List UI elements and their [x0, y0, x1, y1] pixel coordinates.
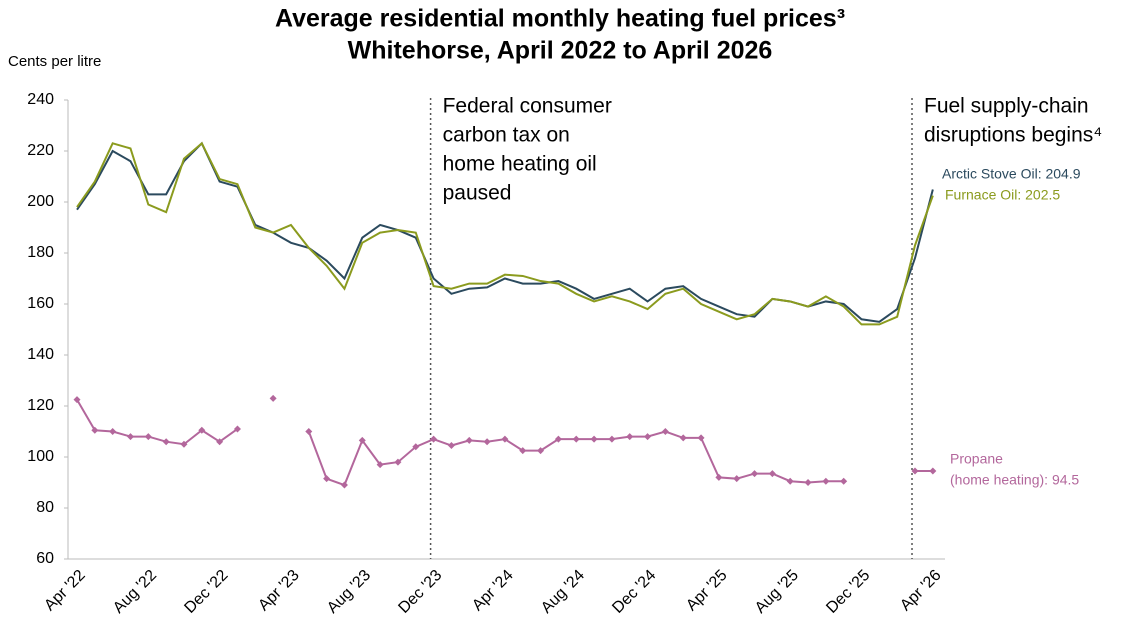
marker	[929, 467, 937, 475]
marker	[126, 433, 134, 441]
x-tick-label: Apr '25	[683, 567, 731, 615]
y-tick-label: 120	[27, 397, 54, 414]
y-axis-label: Cents per litre	[8, 53, 101, 70]
y-tick-label: 180	[27, 244, 54, 261]
marker	[537, 447, 545, 455]
marker	[269, 394, 277, 402]
marker	[840, 477, 848, 485]
annotation: paused	[443, 182, 512, 205]
marker	[412, 443, 420, 451]
annotation: Fuel supply-chain	[924, 95, 1089, 118]
marker	[626, 433, 634, 441]
x-tick-label: Aug '25	[752, 567, 802, 617]
x-tick-label: Apr '22	[41, 567, 89, 615]
annotation: home heating oil	[443, 153, 597, 176]
y-tick-label: 60	[36, 550, 54, 567]
annotation: carbon tax on	[443, 124, 570, 147]
marker	[751, 470, 759, 478]
marker	[447, 442, 455, 450]
marker	[608, 435, 616, 443]
marker	[91, 426, 99, 434]
marker	[340, 481, 348, 489]
marker	[501, 435, 509, 443]
marker	[911, 467, 919, 475]
y-tick-label: 80	[36, 499, 54, 516]
chart-title: Average residential monthly heating fuel…	[275, 5, 845, 33]
y-tick-label: 160	[27, 295, 54, 312]
marker	[376, 461, 384, 469]
marker	[430, 435, 438, 443]
marker	[394, 458, 402, 466]
marker	[323, 475, 331, 483]
marker	[733, 475, 741, 483]
y-tick-label: 140	[27, 346, 54, 363]
marker	[180, 440, 188, 448]
marker	[715, 473, 723, 481]
x-tick-label: Dec '24	[609, 567, 659, 617]
marker	[519, 447, 527, 455]
marker	[786, 477, 794, 485]
y-tick-label: 240	[27, 91, 54, 108]
marker	[483, 438, 491, 446]
marker	[697, 434, 705, 442]
x-tick-label: Apr '26	[897, 567, 945, 615]
x-tick-label: Apr '23	[255, 567, 303, 615]
series-line	[76, 141, 934, 326]
annotation: Federal consumer	[443, 95, 612, 118]
marker	[73, 396, 81, 404]
marker	[162, 438, 170, 446]
marker	[465, 436, 473, 444]
chart-subtitle: Whitehorse, April 2022 to April 2026	[348, 37, 773, 65]
x-tick-label: Apr '24	[469, 567, 517, 615]
marker	[144, 433, 152, 441]
x-tick-label: Aug '23	[324, 567, 374, 617]
marker	[644, 433, 652, 441]
annotation: disruptions begins⁴	[924, 124, 1102, 147]
x-tick-label: Dec '23	[395, 567, 445, 617]
marker	[216, 438, 224, 446]
marker	[679, 434, 687, 442]
marker	[822, 477, 830, 485]
x-tick-label: Dec '22	[181, 567, 231, 617]
marker	[661, 428, 669, 435]
end-label: Arctic Stove Oil: 204.9	[942, 166, 1081, 182]
end-label: (home heating): 94.5	[950, 472, 1079, 488]
marker	[305, 428, 313, 435]
marker	[233, 425, 241, 433]
marker	[109, 428, 117, 435]
marker	[198, 426, 206, 434]
x-tick-label: Aug '24	[538, 567, 588, 617]
y-tick-label: 100	[27, 448, 54, 465]
marker	[768, 470, 776, 478]
end-label: Furnace Oil: 202.5	[945, 187, 1060, 203]
y-tick-label: 220	[27, 142, 54, 159]
marker	[590, 435, 598, 443]
marker	[358, 436, 366, 444]
x-tick-label: Aug '22	[110, 567, 160, 617]
end-label: Propane	[950, 451, 1003, 467]
marker	[554, 435, 562, 443]
y-tick-label: 200	[27, 193, 54, 210]
marker	[804, 479, 812, 486]
x-tick-label: Dec '25	[823, 567, 873, 617]
marker	[572, 435, 580, 443]
